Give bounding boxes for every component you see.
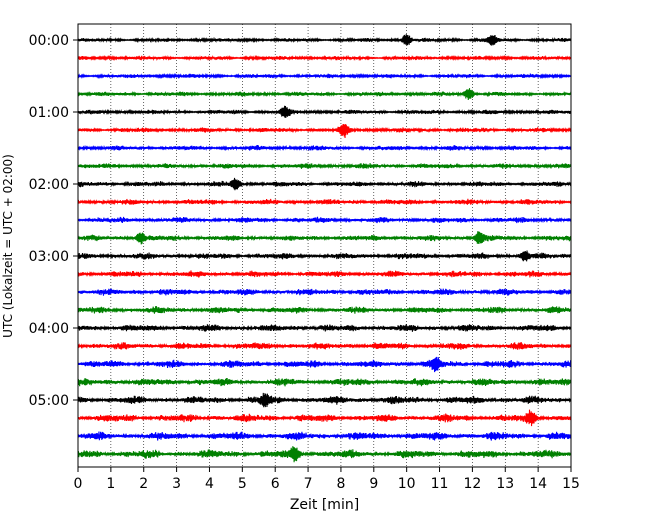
trace-line xyxy=(77,324,572,332)
y-tick-label: 04:00 xyxy=(29,321,69,337)
trace-line xyxy=(77,288,572,296)
trace-line xyxy=(77,392,572,408)
y-tick-label: 00:00 xyxy=(29,33,69,49)
trace-line xyxy=(77,198,572,206)
y-tick-label: 05:00 xyxy=(29,393,69,409)
trace-line xyxy=(77,54,572,62)
trace-line xyxy=(77,342,572,350)
trace-line xyxy=(77,409,572,427)
y-tick-label: 03:00 xyxy=(29,249,69,265)
x-tick-label: 12 xyxy=(463,476,481,492)
trace-line xyxy=(77,105,572,118)
y-tick-label: 01:00 xyxy=(29,105,69,121)
trace-line xyxy=(77,162,572,170)
trace-line xyxy=(77,231,572,245)
x-tick-label: 14 xyxy=(529,476,547,492)
y-axis-label: UTC (Lokalzeit = UTC + 02:00) xyxy=(1,154,15,338)
x-tick-label: 10 xyxy=(398,476,416,492)
x-tick-label: 6 xyxy=(271,476,280,492)
trace-group xyxy=(77,34,572,463)
x-tick-label: 15 xyxy=(562,476,580,492)
x-tick-label: 13 xyxy=(496,476,514,492)
x-tick-label: 1 xyxy=(106,476,115,492)
trace-line xyxy=(77,88,572,100)
x-ticks: 0 1 2 3 4 5 6 7 8 9 10 11 12 13 14 15 xyxy=(74,467,580,492)
x-tick-label: 5 xyxy=(238,476,247,492)
trace-line xyxy=(77,144,572,152)
trace-line xyxy=(77,34,572,46)
y-ticks: 00:00 01:00 02:00 03:00 04:00 05:00 xyxy=(29,33,78,409)
trace-line xyxy=(77,356,572,373)
trace-line xyxy=(77,123,572,138)
x-tick-label: 9 xyxy=(369,476,378,492)
trace-line xyxy=(77,446,572,463)
trace-line xyxy=(77,216,572,224)
grid-lines xyxy=(110,24,539,467)
trace-line xyxy=(77,377,572,387)
trace-line xyxy=(77,177,572,191)
plot-frame xyxy=(77,23,572,468)
x-tick-label: 3 xyxy=(172,476,181,492)
trace-line xyxy=(77,306,572,314)
x-tick-label: 2 xyxy=(139,476,148,492)
trace-line xyxy=(77,72,572,80)
trace-line xyxy=(77,250,572,262)
x-tick-label: 7 xyxy=(304,476,313,492)
y-tick-label: 02:00 xyxy=(29,177,69,193)
x-tick-label: 4 xyxy=(205,476,214,492)
x-tick-label: 8 xyxy=(336,476,345,492)
x-tick-label: 0 xyxy=(74,476,83,492)
x-tick-label: 11 xyxy=(431,476,449,492)
trace-line xyxy=(77,431,572,441)
trace-line xyxy=(77,270,572,278)
x-axis-label: Zeit [min] xyxy=(290,497,359,513)
